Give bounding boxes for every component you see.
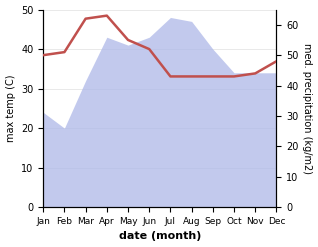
Y-axis label: max temp (C): max temp (C) <box>5 75 16 142</box>
X-axis label: date (month): date (month) <box>119 231 201 242</box>
Y-axis label: med. precipitation (kg/m2): med. precipitation (kg/m2) <box>302 43 313 174</box>
